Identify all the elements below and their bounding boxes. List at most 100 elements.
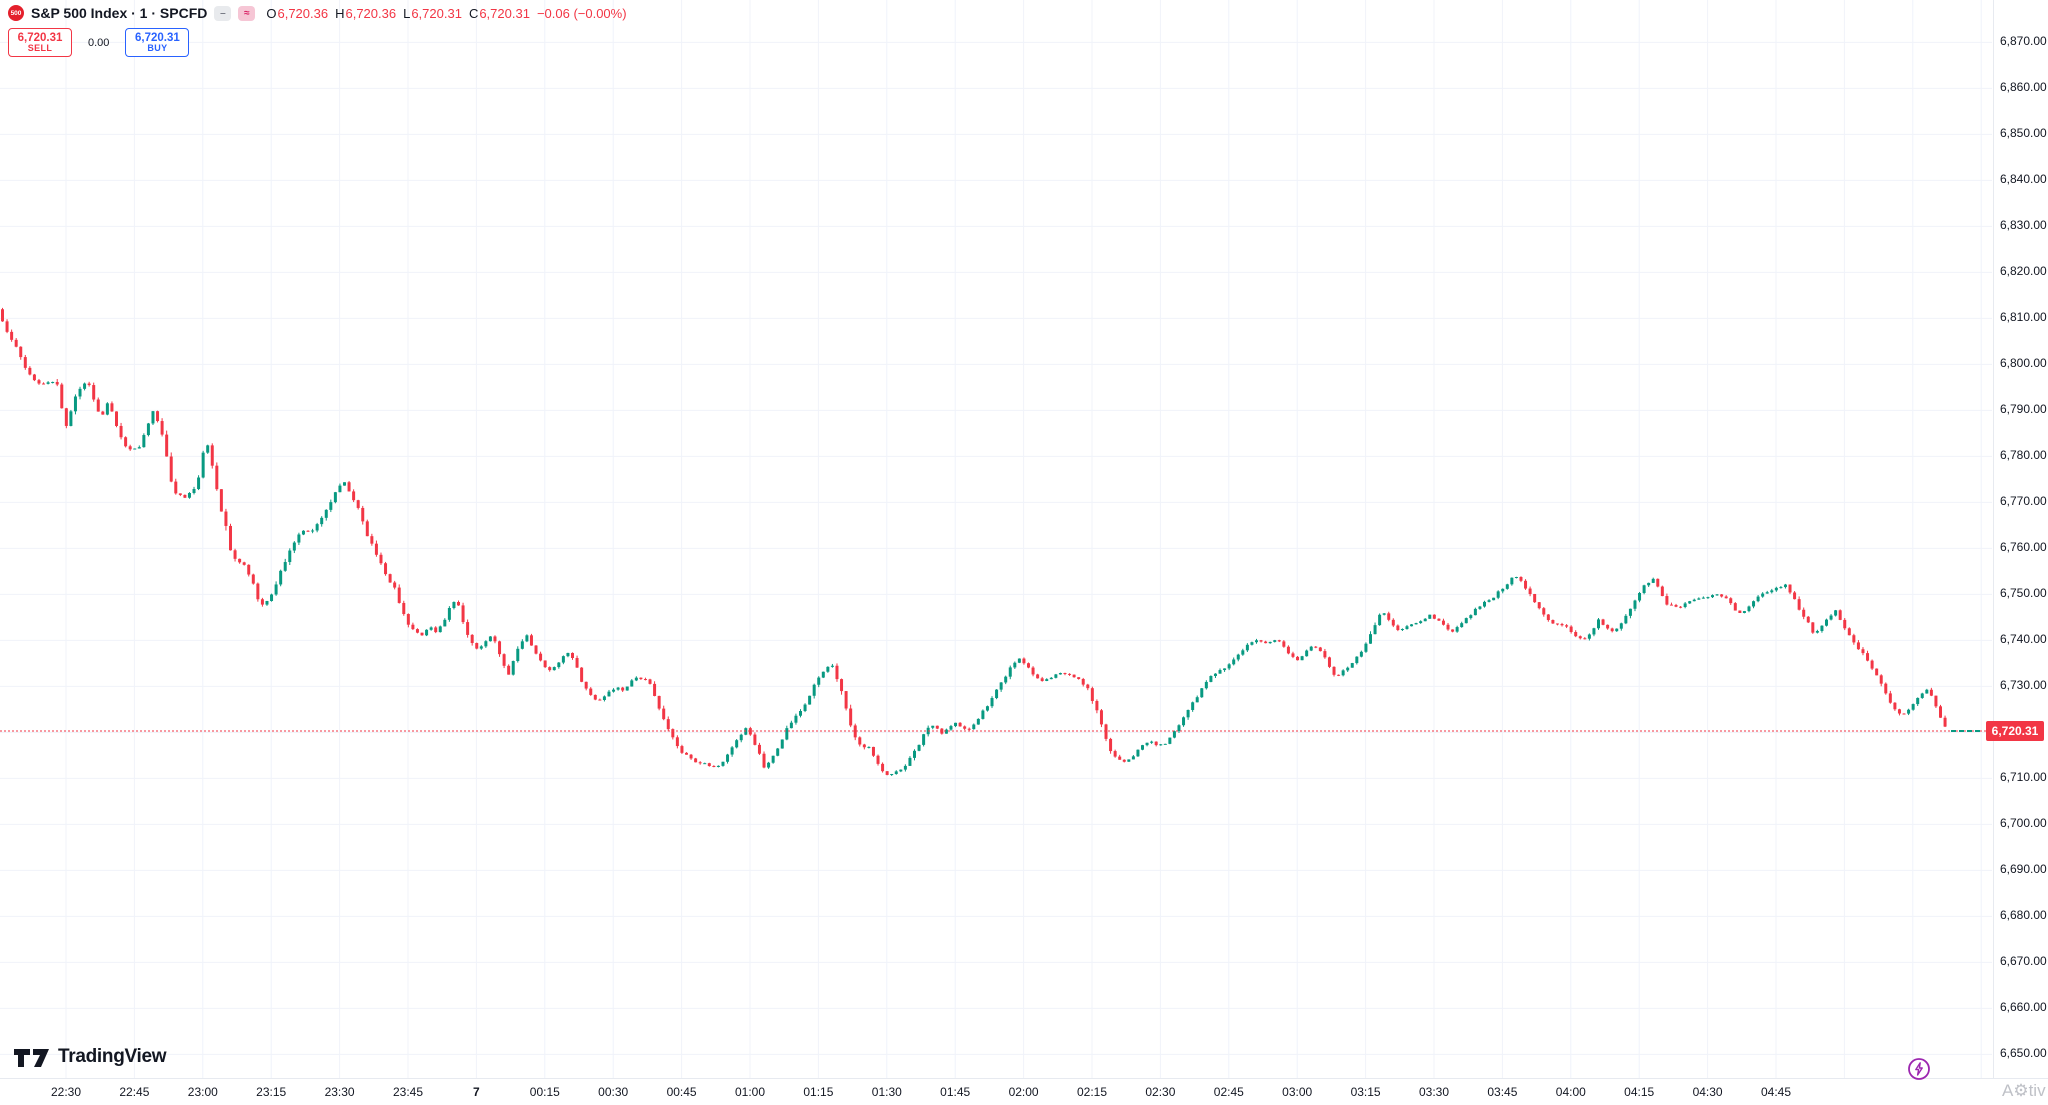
- candle: [1186, 709, 1190, 720]
- candle: [1510, 577, 1514, 586]
- candle: [347, 480, 351, 492]
- candle: [1104, 723, 1108, 742]
- time-axis-label: 02:15: [1076, 1085, 1108, 1099]
- candle: [10, 329, 14, 342]
- candle: [1136, 749, 1140, 757]
- candle: [1391, 618, 1395, 628]
- symbol-title[interactable]: S&P 500 Index · 1 · SPCFD: [31, 5, 208, 21]
- candle: [525, 634, 529, 643]
- candle: [1733, 602, 1737, 611]
- candle: [83, 382, 87, 391]
- candle: [69, 409, 73, 427]
- candle: [1341, 669, 1345, 677]
- price-axis-label: 6,770.00: [2000, 494, 2047, 509]
- candle: [92, 382, 96, 402]
- candle: [1574, 630, 1578, 638]
- candle: [1524, 579, 1528, 590]
- candle: [238, 558, 242, 564]
- time-axis-label: 00:45: [666, 1085, 697, 1099]
- candle: [1464, 617, 1468, 624]
- candle: [908, 756, 912, 766]
- candle: [630, 679, 634, 687]
- candle: [406, 613, 410, 628]
- candle: [1774, 586, 1778, 592]
- tradingview-logo-icon: [14, 1049, 49, 1067]
- candle: [475, 642, 479, 650]
- candle: [1825, 618, 1828, 627]
- candle: [1943, 715, 1947, 728]
- candle: [1045, 678, 1049, 682]
- candle: [1806, 615, 1810, 624]
- time-axis-label: 23:15: [256, 1085, 287, 1099]
- time-axis-label: 04:00: [1555, 1085, 1586, 1099]
- candle: [1669, 602, 1673, 606]
- candle: [1296, 655, 1300, 661]
- candle: [844, 690, 848, 711]
- buy-button[interactable]: 6,720.31 BUY: [125, 28, 190, 57]
- candle: [229, 523, 232, 551]
- candle: [1068, 673, 1072, 676]
- candle: [794, 713, 798, 725]
- open-label: O: [266, 5, 277, 21]
- candle: [1455, 625, 1459, 633]
- candle: [1451, 629, 1455, 633]
- candle: [507, 664, 511, 675]
- candle: [301, 530, 305, 536]
- candle: [1619, 622, 1623, 631]
- price-axis[interactable]: 6,870.00 6,860.00 6,850.00 6,840.00 6,830.00…: [1993, 0, 2048, 1078]
- candle: [753, 732, 757, 746]
- lightning-button[interactable]: [1907, 1057, 1931, 1081]
- lightning-icon: [1908, 1058, 1930, 1080]
- candle: [1040, 676, 1044, 682]
- candle: [799, 709, 802, 718]
- wave-badge-icon[interactable]: ≈: [238, 5, 256, 21]
- candle: [949, 724, 953, 731]
- candle: [858, 736, 862, 747]
- candle: [324, 509, 328, 521]
- candle: [1565, 624, 1569, 629]
- candle: [124, 436, 128, 448]
- candle: [1027, 662, 1030, 669]
- price-axis-label: 6,810.00: [2000, 310, 2047, 325]
- candle: [812, 683, 816, 699]
- tradingview-logo[interactable]: TradingView: [14, 1044, 167, 1070]
- candle: [557, 662, 561, 669]
- candle: [1300, 655, 1304, 661]
- candle: [712, 765, 716, 768]
- candle: [890, 773, 894, 776]
- candle: [981, 709, 985, 720]
- time-axis[interactable]: 22:30 22:45 23:00 23:15 23:30 23:45 7 00:15 00:3…: [0, 1078, 2048, 1105]
- candle: [1888, 690, 1892, 704]
- candle: [46, 381, 50, 385]
- candle: [1715, 594, 1719, 596]
- close-label: C: [468, 5, 479, 21]
- candle: [995, 689, 999, 700]
- candle: [1802, 607, 1806, 620]
- candle: [192, 486, 196, 495]
- minus-badge-icon[interactable]: –: [214, 5, 232, 21]
- candle: [1642, 584, 1646, 595]
- candle: [881, 762, 885, 773]
- sell-button[interactable]: 6,720.31 SELL: [8, 28, 72, 57]
- candle: [1834, 609, 1838, 617]
- candle: [830, 663, 834, 668]
- candle: [233, 548, 237, 562]
- candle: [1820, 625, 1824, 633]
- candle: [1537, 602, 1541, 610]
- candle: [1373, 622, 1377, 635]
- candle: [963, 725, 967, 731]
- candle: [14, 338, 18, 348]
- candle: [1856, 640, 1860, 650]
- candle: [1086, 683, 1090, 691]
- candle: [1095, 699, 1099, 714]
- candle: [1410, 624, 1414, 627]
- candle: [598, 698, 602, 701]
- candle: [935, 725, 939, 730]
- low-value: 6,720.31: [411, 5, 462, 21]
- candle: [922, 733, 926, 747]
- candle: [19, 346, 23, 360]
- candle: [201, 450, 205, 479]
- candle: [648, 678, 652, 685]
- candle: [1638, 591, 1642, 603]
